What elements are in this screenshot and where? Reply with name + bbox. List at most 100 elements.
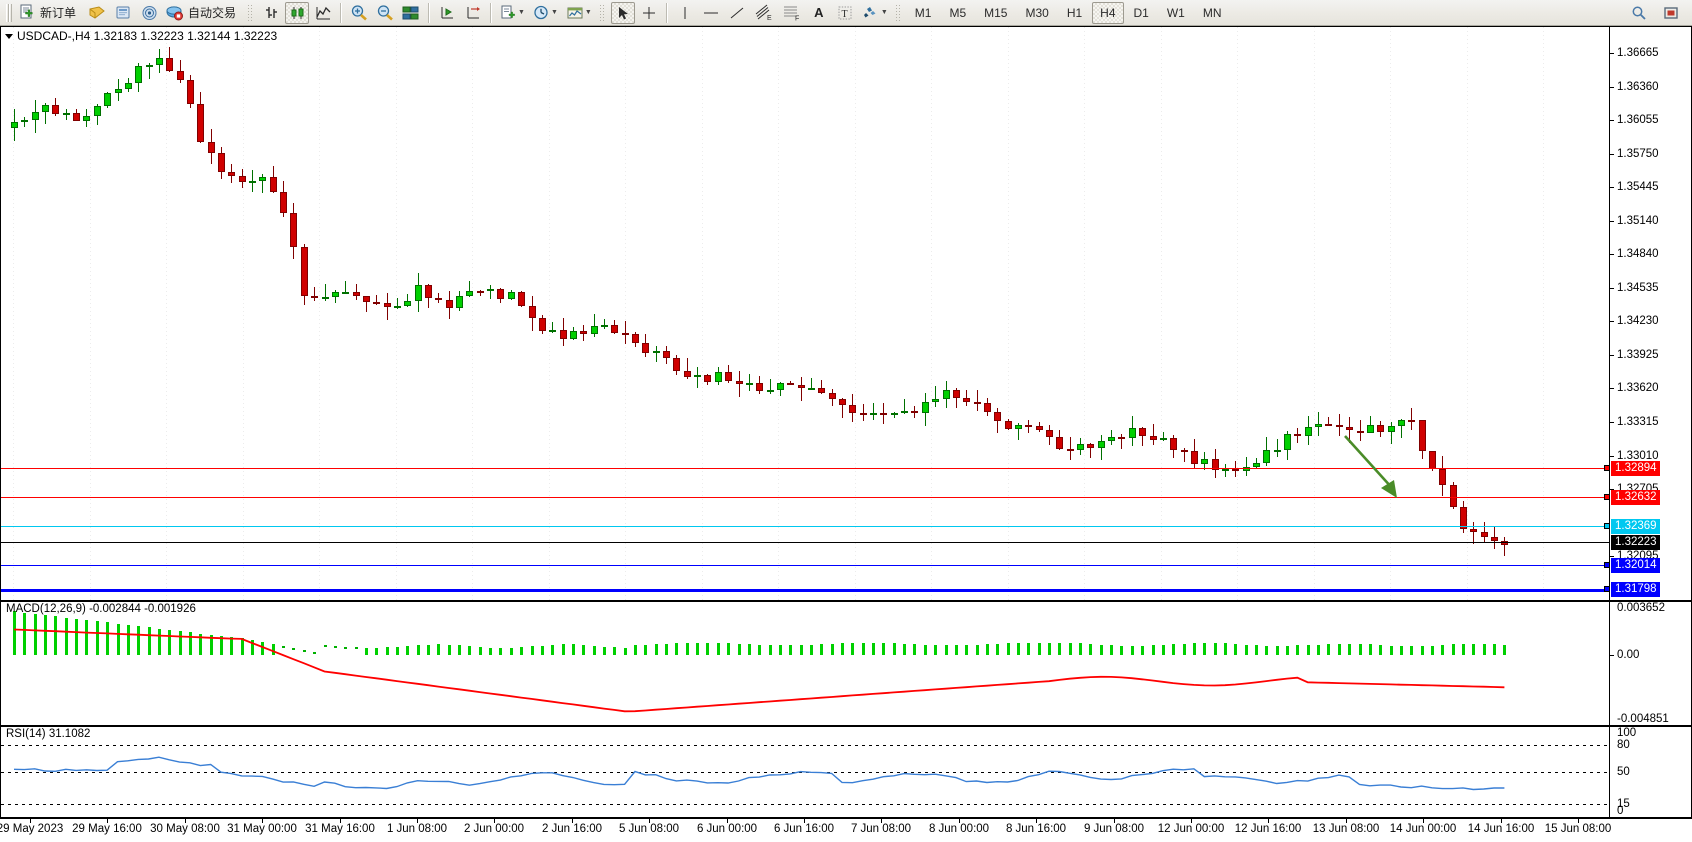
resistance-line-2[interactable] [1, 497, 1609, 498]
macd-bar [706, 642, 709, 655]
horizontal-line-button[interactable] [699, 2, 723, 24]
terminal-button[interactable] [111, 2, 135, 24]
fibonacci-button[interactable]: F [779, 2, 805, 24]
time-axis-tick [107, 819, 108, 823]
chart-menu-arrow-icon[interactable] [5, 34, 13, 40]
chevron-down-icon[interactable]: ▼ [880, 9, 888, 16]
resistance-line-1-tag[interactable]: 1.32894 [1604, 461, 1660, 476]
equidistant-channel-button[interactable]: E [751, 2, 777, 24]
trendline-button[interactable] [725, 2, 749, 24]
macd-bar [479, 646, 482, 655]
templates-button[interactable]: ▼ [563, 2, 595, 24]
macd-bar [1007, 643, 1010, 655]
timeframe-button-mn[interactable]: MN [1202, 5, 1222, 20]
bar-chart-button[interactable] [259, 2, 283, 24]
candle-body [94, 105, 101, 117]
candlestick-chart-button[interactable] [285, 1, 310, 24]
toolbar-grip-1[interactable] [5, 3, 12, 23]
candle-body [1108, 436, 1115, 441]
timeframe-button-m1[interactable]: M1 [914, 5, 932, 20]
toolbar-grip-3[interactable] [597, 2, 606, 23]
zoom-out-button[interactable] [373, 2, 397, 24]
support-line-2-tag[interactable]: 1.31798 [1604, 582, 1660, 597]
timeframe-button-m30[interactable]: M30 [1025, 5, 1049, 20]
toolbar-separator-4 [665, 2, 668, 23]
level-handle[interactable] [1604, 586, 1610, 592]
line-chart-button[interactable] [311, 2, 335, 24]
level-handle[interactable] [1604, 562, 1610, 568]
candle-body [135, 66, 142, 83]
objects-button[interactable]: ▼ [859, 2, 891, 24]
current-price-tag-tag[interactable]: 1.32223 [1611, 535, 1660, 550]
resistance-line-1[interactable] [1, 468, 1609, 469]
toolbar-grip-2[interactable] [246, 2, 255, 23]
timeframe-button-d1[interactable]: D1 [1133, 5, 1149, 20]
time-axis[interactable]: 29 May 2023 29 May 16:00 30 May 08:00 31 Ma… [0, 818, 1692, 842]
macd-bar [117, 623, 120, 655]
level-handle[interactable] [1604, 465, 1610, 471]
candle-body [518, 291, 525, 306]
candle-wick [821, 379, 822, 394]
price-pane[interactable]: USDCAD-,H4 1.32183 1.32223 1.32144 1.322… [0, 26, 1692, 601]
macd-bar [1379, 645, 1382, 655]
vertical-line-button[interactable] [673, 2, 697, 24]
level-handle[interactable] [1604, 523, 1610, 529]
candle-wick [1318, 412, 1319, 437]
price-axis-tick [1610, 221, 1614, 222]
current-price-tag[interactable] [1, 542, 1609, 543]
terminal-icon [116, 6, 130, 18]
level-handle[interactable] [1604, 494, 1610, 500]
tile-windows-button[interactable] [399, 2, 423, 24]
new-order-button[interactable]: 新订单 [16, 2, 83, 24]
macd-bar [675, 643, 678, 655]
text-label-button[interactable]: T [833, 2, 857, 24]
candle-wick [997, 408, 998, 434]
text-button[interactable]: A [807, 2, 831, 24]
cursor-icon [618, 6, 628, 19]
chevron-down-icon[interactable]: ▼ [550, 9, 558, 16]
timeframe-button-h4[interactable]: H4 [1092, 1, 1124, 24]
macd-bar [292, 648, 295, 651]
entry-line[interactable] [1, 526, 1609, 527]
candle-body [1046, 430, 1053, 438]
rsi-pane[interactable]: RSI(14) 31.1082 100 80 50 15 0 [0, 726, 1692, 818]
chart-shift-button[interactable] [461, 2, 485, 24]
timeframe-button-h1[interactable]: H1 [1066, 5, 1083, 20]
candle-wick [1163, 432, 1164, 442]
macd-axis-label: 0.003652 [1617, 602, 1665, 614]
fullscreen-button[interactable] [1659, 2, 1683, 24]
candle-body [11, 121, 18, 129]
chart-container[interactable]: USDCAD-,H4 1.32183 1.32223 1.32144 1.322… [0, 26, 1692, 842]
autotrading-button[interactable]: 自动交易 [163, 2, 243, 24]
candle-body [684, 370, 691, 377]
candle-body [725, 372, 732, 381]
auto-scroll-button[interactable] [435, 2, 459, 24]
chevron-down-icon[interactable]: ▼ [518, 9, 525, 16]
resistance-line-2-tag[interactable]: 1.32632 [1604, 490, 1660, 505]
zoom-in-button[interactable] [347, 2, 371, 24]
support-line-1[interactable] [1, 565, 1609, 566]
timeframe-button-w1[interactable]: W1 [1166, 5, 1185, 20]
toolbar-grip-4[interactable] [893, 2, 902, 23]
search-button[interactable] [1627, 2, 1651, 24]
price-axis-tick [1610, 556, 1614, 557]
signals-button[interactable] [137, 2, 161, 24]
support-line-2[interactable] [1, 589, 1609, 592]
indicators-button[interactable]: ▼ [497, 2, 528, 24]
macd-pane[interactable]: MACD(12,26,9) -0.002844 -0.001926 0.0036… [0, 601, 1692, 726]
price-axis-tick [1610, 87, 1614, 88]
candle-body [394, 306, 401, 309]
candle-body [32, 112, 39, 120]
cursor-button[interactable] [610, 1, 635, 24]
chevron-down-icon[interactable]: ▼ [584, 9, 592, 16]
grid-line [855, 27, 856, 600]
entry-line-tag[interactable]: 1.32369 [1604, 519, 1660, 534]
timeframe-button-m15[interactable]: M15 [984, 5, 1008, 20]
macd-bar [613, 647, 616, 655]
profile-button[interactable] [85, 2, 109, 24]
timeframe-button-m5[interactable]: M5 [949, 5, 967, 20]
support-line-1-tag[interactable]: 1.32014 [1604, 558, 1660, 573]
candle-body [270, 177, 277, 193]
crosshair-button[interactable] [637, 2, 661, 24]
period-button[interactable]: ▼ [530, 2, 561, 24]
